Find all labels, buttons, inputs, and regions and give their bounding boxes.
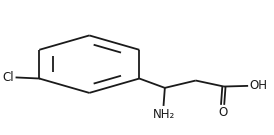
Text: O: O xyxy=(218,106,227,119)
Text: OH: OH xyxy=(249,79,267,92)
Text: NH₂: NH₂ xyxy=(152,108,175,121)
Text: Cl: Cl xyxy=(3,71,14,84)
